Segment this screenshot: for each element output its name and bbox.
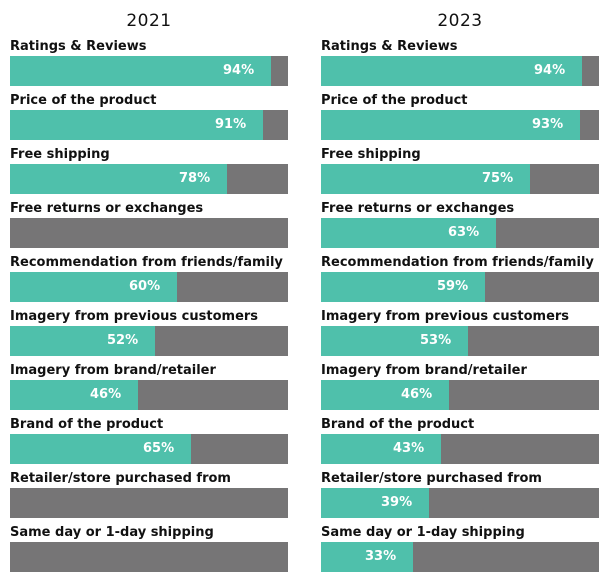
bar-track: 94% [10,56,288,86]
bar-fill [321,272,485,302]
bar-label: Recommendation from friends/family [10,255,283,270]
bar-fill [321,326,468,356]
bar-value-label: 78% [179,171,211,186]
bar-track: 43% [321,434,599,464]
bar-row-2021-2: Free shipping 78% [10,148,288,196]
bar-value-label: 46% [401,387,433,402]
bar-row-2023-9: Same day or 1-day shipping 33% [321,526,599,574]
bar-label: Free returns or exchanges [10,201,204,216]
bar-track: 75% [321,164,599,194]
bar-fill [10,56,271,86]
chart-title-2023: 2023 [437,11,483,31]
bar-label: Recommendation from friends/family [321,255,594,270]
bar-label: Free returns or exchanges [321,201,515,216]
bar-value-label: 75% [482,171,514,186]
bar-track: 53% [321,326,599,356]
bar-fill [321,380,449,410]
bar-row-2023-5: Imagery from previous customers 53% [321,310,599,358]
bar-label: Imagery from brand/retailer [321,363,527,378]
bar-row-2021-9: Same day or 1-day shipping [10,526,288,574]
bar-row-2023-1: Price of the product 93% [321,94,599,142]
bar-value-label: 65% [143,441,175,456]
bar-label: Imagery from previous customers [10,309,259,324]
bar-row-2023-4: Recommendation from friends/family 59% [321,256,599,304]
bar-fill [321,218,496,248]
bar-label: Retailer/store purchased from [321,471,542,486]
bar-label: Brand of the product [321,417,475,432]
bar-row-2023-3: Free returns or exchanges 63% [321,202,599,250]
bar-value-label: 39% [381,495,413,510]
bar-value-label: 43% [393,441,425,456]
bar-fill [321,434,441,464]
bar-fill [10,164,227,194]
bar-fill [10,380,138,410]
bar-fill [321,164,530,194]
chart-panel-2023: 2023 Ratings & Reviews 94% Price of the pr… [321,0,599,578]
bar-row-2023-6: Imagery from brand/retailer 46% [321,364,599,412]
bar-row-2021-6: Imagery from brand/retailer 46% [10,364,288,412]
bar-fill [10,434,191,464]
bar-fill [10,272,177,302]
bar-label: Ratings & Reviews [10,39,147,54]
bar-fill [321,488,429,518]
bar-value-label: 46% [90,387,122,402]
bar-label: Imagery from brand/retailer [10,363,216,378]
bar-track: 65% [10,434,288,464]
bar-value-label: 52% [107,333,139,348]
bar-track: 39% [321,488,599,518]
bar-track: 59% [321,272,599,302]
bar-row-2021-1: Price of the product 91% [10,94,288,142]
chart-panel-2021: 2021 Ratings & Reviews 94% Price of the pr… [10,0,288,578]
bar-row-2021-0: Ratings & Reviews 94% [10,40,288,88]
bar-fill [321,56,582,86]
bar-track: 78% [10,164,288,194]
bar-value-label: 60% [129,279,161,294]
bar-label: Retailer/store purchased from [10,471,231,486]
bar-track: 93% [321,110,599,140]
bar-fill [321,110,580,140]
bar-fill [10,110,263,140]
bar-value-label: 53% [420,333,452,348]
bar-track: 33% [321,542,599,572]
bar-row-2021-8: Retailer/store purchased from [10,472,288,520]
bar-value-label: 91% [215,117,247,132]
bar-row-2021-5: Imagery from previous customers 52% [10,310,288,358]
bar-fill [321,542,413,572]
bar-label: Price of the product [321,93,468,108]
bar-row-2023-7: Brand of the product 43% [321,418,599,466]
bar-track: 52% [10,326,288,356]
bar-track: 46% [10,380,288,410]
bar-label: Price of the product [10,93,157,108]
bar-label: Ratings & Reviews [321,39,458,54]
bar-track: 60% [10,272,288,302]
bar-row-2021-3: Free returns or exchanges [10,202,288,250]
bar-track: 63% [321,218,599,248]
bar-value-label: 63% [448,225,480,240]
bar-label: Free shipping [321,147,421,162]
bar-row-2023-2: Free shipping 75% [321,148,599,196]
bar-value-label: 94% [223,63,255,78]
bar-label: Imagery from previous customers [321,309,570,324]
bar-label: Free shipping [10,147,110,162]
bar-track: 91% [10,110,288,140]
bar-fill [10,326,155,356]
bar-value-label: 59% [437,279,469,294]
bar-row-2021-4: Recommendation from friends/family 60% [10,256,288,304]
bar-label: Same day or 1-day shipping [321,525,525,540]
bar-label: Brand of the product [10,417,164,432]
bar-track [10,488,288,518]
bar-value-label: 94% [534,63,566,78]
chart-title-2021: 2021 [126,11,172,31]
bar-track [10,218,288,248]
bar-value-label: 33% [365,549,397,564]
bar-track: 46% [321,380,599,410]
bar-row-2021-7: Brand of the product 65% [10,418,288,466]
bar-row-2023-8: Retailer/store purchased from 39% [321,472,599,520]
bar-track: 94% [321,56,599,86]
bar-row-2023-0: Ratings & Reviews 94% [321,40,599,88]
bar-value-label: 93% [532,117,564,132]
bar-label: Same day or 1-day shipping [10,525,214,540]
bar-track [10,542,288,572]
